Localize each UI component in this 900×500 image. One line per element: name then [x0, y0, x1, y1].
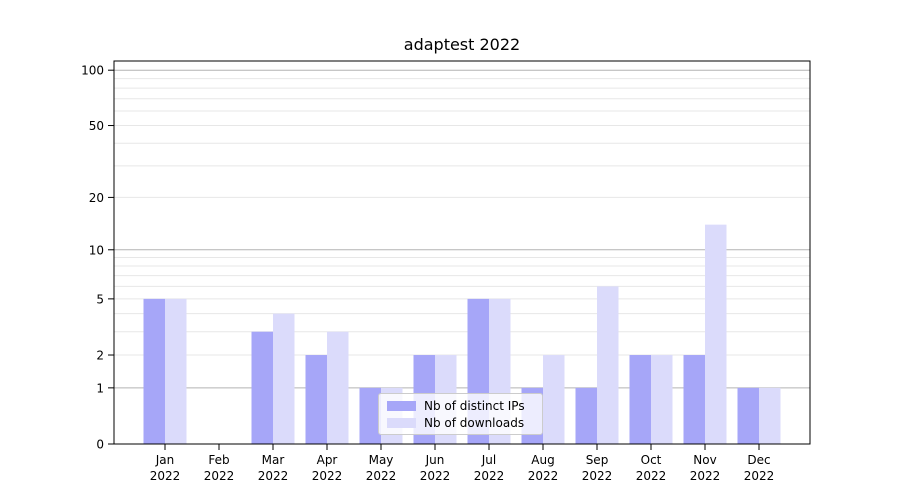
bar-dec-ips [737, 387, 759, 444]
x-tick-label: Jun 2022 [420, 453, 451, 483]
bar-sep-downloads [597, 286, 619, 444]
bar-dec-downloads [759, 387, 781, 444]
y-tick-label: 10 [89, 243, 104, 257]
bar-mar-ips [251, 331, 273, 444]
legend-item-distinct-ips: Nb of distinct IPs [387, 400, 534, 412]
x-tick-label: May 2022 [366, 453, 397, 483]
y-tick-label: 50 [89, 119, 104, 133]
plot-border [113, 60, 811, 445]
bar-aug-downloads [543, 355, 565, 444]
bar-nov-ips [683, 355, 705, 444]
y-tick-label: 2 [96, 349, 104, 363]
x-tick-label: Feb 2022 [204, 453, 235, 483]
bar-sep-ips [575, 387, 597, 444]
legend-swatch-distinct-ips [387, 400, 416, 411]
bar-nov-downloads [705, 224, 727, 444]
x-tick-label: Oct 2022 [636, 453, 667, 483]
x-tick-label: Mar 2022 [258, 453, 289, 483]
legend-label-distinct-ips: Nb of distinct IPs [424, 398, 525, 413]
bar-apr-ips [305, 355, 327, 444]
legend-label-downloads: Nb of downloads [424, 415, 525, 430]
bar-jan-downloads [165, 298, 187, 444]
legend-swatch-downloads [387, 417, 416, 428]
x-tick-label: Dec 2022 [744, 453, 775, 483]
y-tick-label: 1 [96, 381, 104, 395]
legend: Nb of distinct IPs Nb of downloads [378, 393, 543, 435]
y-tick-label: 0 [96, 438, 104, 452]
x-tick-label: Sep 2022 [582, 453, 613, 483]
bar-mar-downloads [273, 313, 295, 444]
bar-jan-ips [143, 298, 165, 444]
bar-oct-downloads [651, 355, 673, 444]
x-tick-label: Jul 2022 [474, 453, 505, 483]
x-tick-label: Jan 2022 [150, 453, 181, 483]
x-tick-label: Apr 2022 [312, 453, 343, 483]
x-tick-label: Aug 2022 [528, 453, 559, 483]
y-tick-label: 5 [96, 292, 104, 306]
legend-item-downloads: Nb of downloads [387, 417, 534, 429]
bar-apr-downloads [327, 331, 349, 444]
bar-oct-ips [629, 355, 651, 444]
chart-title: adaptest 2022 [403, 35, 521, 54]
bar-may-ips [359, 387, 381, 444]
x-tick-label: Nov 2022 [690, 453, 721, 483]
y-tick-label: 100 [81, 64, 104, 78]
y-tick-label: 20 [89, 191, 104, 205]
